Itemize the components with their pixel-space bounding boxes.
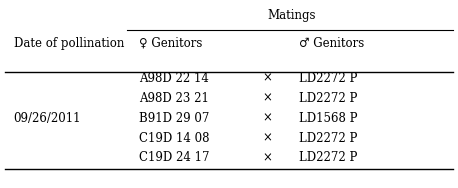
- Text: ♂ Genitors: ♂ Genitors: [299, 37, 364, 50]
- Text: C19D 14 08: C19D 14 08: [139, 132, 210, 145]
- Text: A98D 23 21: A98D 23 21: [139, 92, 209, 105]
- Text: ×: ×: [262, 92, 272, 105]
- Text: LD1568 P: LD1568 P: [299, 112, 357, 125]
- Text: LD2272 P: LD2272 P: [299, 132, 357, 145]
- Text: ×: ×: [262, 72, 272, 85]
- Text: LD2272 P: LD2272 P: [299, 92, 357, 105]
- Text: A98D 22 14: A98D 22 14: [139, 72, 209, 85]
- Text: LD2272 P: LD2272 P: [299, 72, 357, 85]
- Text: 09/26/2011: 09/26/2011: [14, 112, 81, 125]
- Text: C19D 24 17: C19D 24 17: [139, 151, 210, 164]
- Text: B91D 29 07: B91D 29 07: [139, 112, 210, 125]
- Text: ♀ Genitors: ♀ Genitors: [139, 37, 202, 50]
- Text: ×: ×: [262, 112, 272, 125]
- Text: ×: ×: [262, 151, 272, 164]
- Text: Date of pollination: Date of pollination: [14, 37, 124, 50]
- Text: ×: ×: [262, 132, 272, 145]
- Text: Matings: Matings: [267, 9, 316, 22]
- Text: LD2272 P: LD2272 P: [299, 151, 357, 164]
